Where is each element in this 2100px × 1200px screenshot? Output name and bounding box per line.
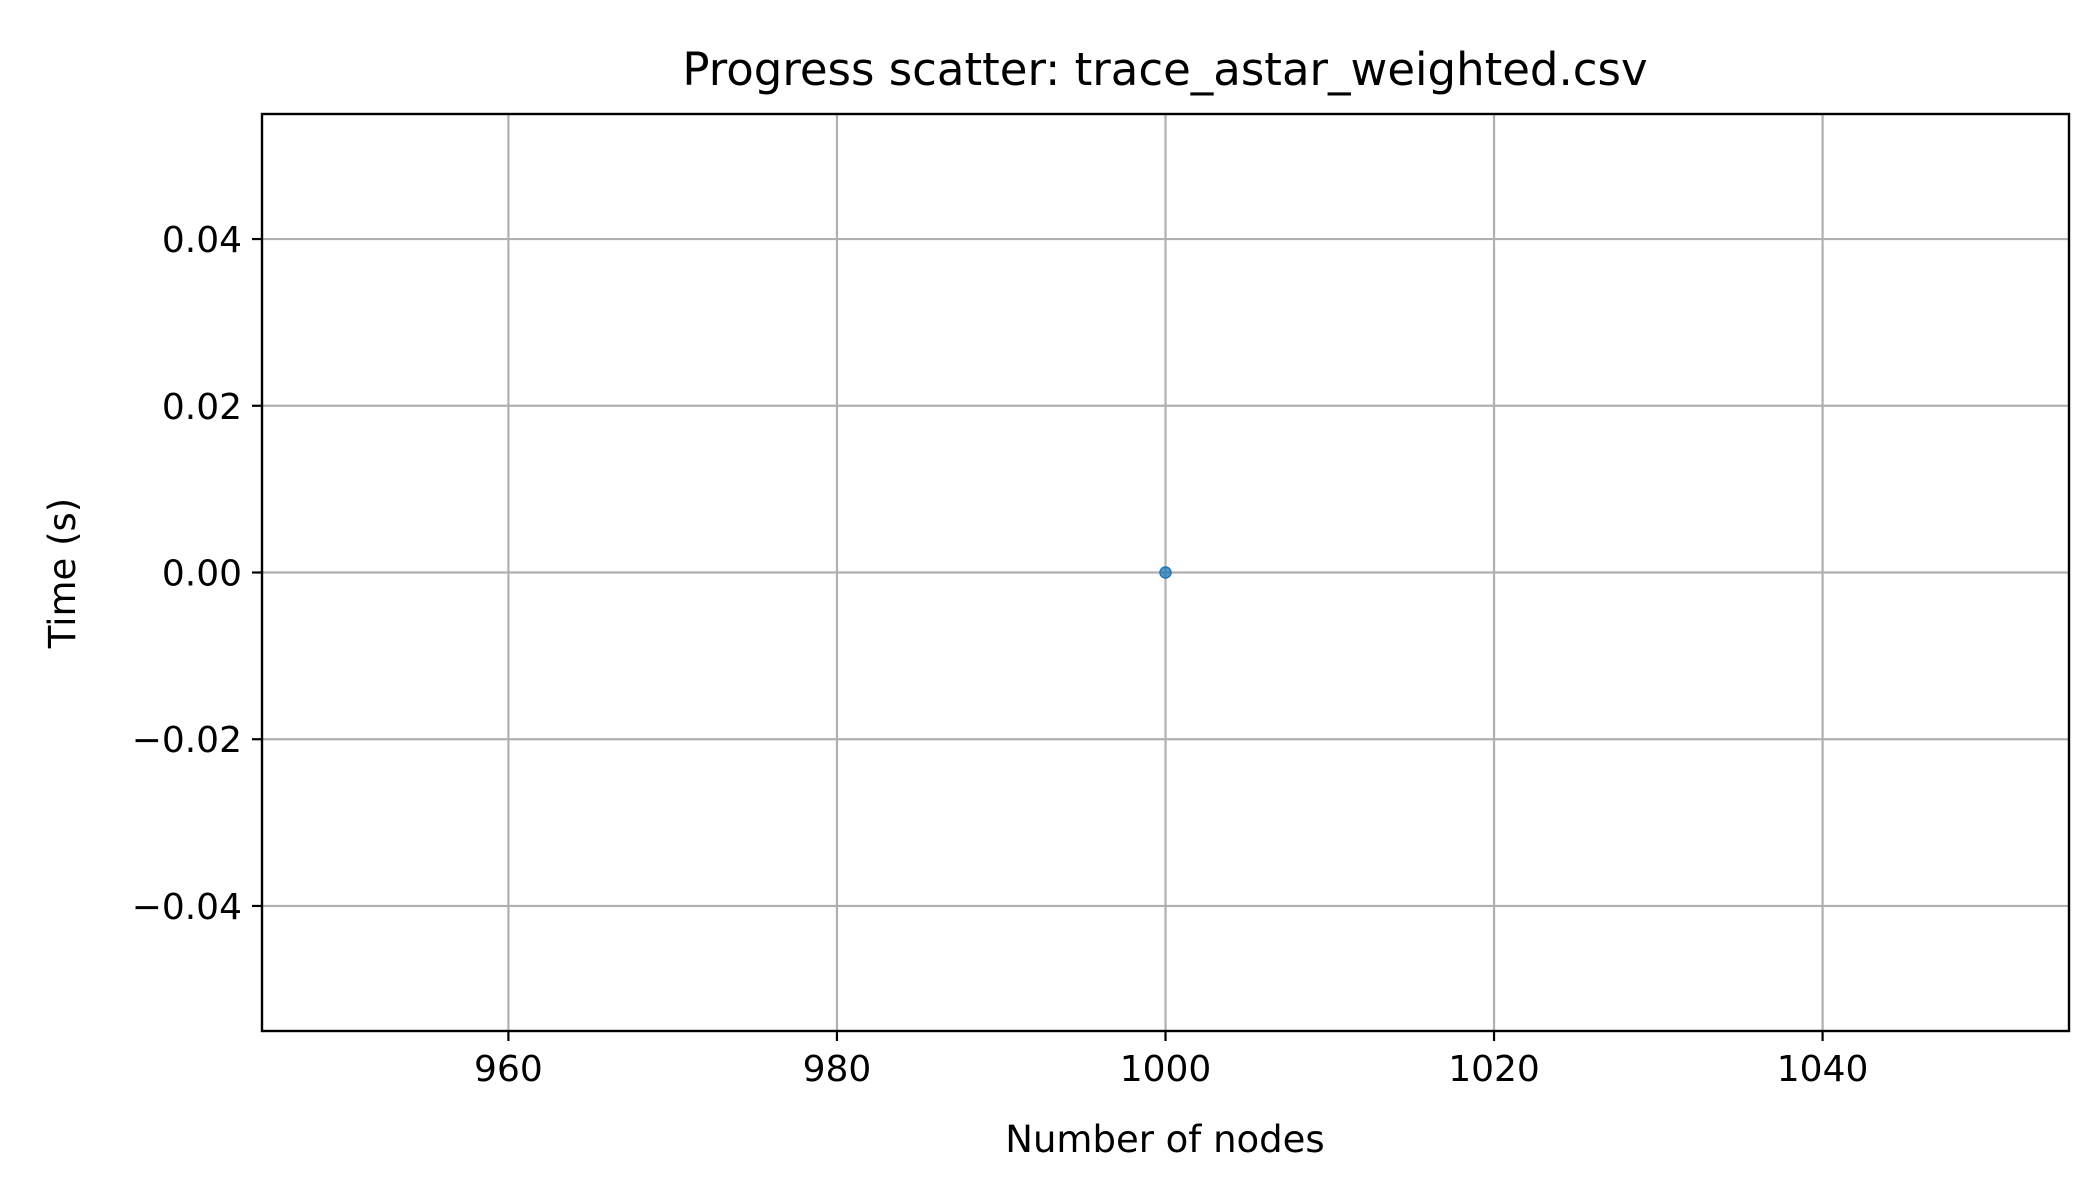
x-axis-label: Number of nodes — [1005, 1118, 1324, 1161]
y-tick-label: 0.02 — [162, 387, 242, 428]
y-tick-label: 0.04 — [162, 220, 242, 261]
x-tick-label: 1020 — [1448, 1049, 1540, 1090]
data-point — [1159, 566, 1172, 579]
x-tick-label: 1040 — [1777, 1049, 1869, 1090]
y-axis-label: Time (s) — [41, 498, 84, 649]
x-tick-label: 1000 — [1120, 1049, 1212, 1090]
x-tick-label: 960 — [474, 1049, 543, 1090]
y-tick-label: −0.02 — [132, 720, 242, 761]
axis-ticks: 960 980 1000 1020 1040 −0.04 −0.02 0.00 0.02 0.04 — [132, 220, 1869, 1090]
y-tick-label: 0.00 — [162, 554, 242, 595]
x-tick-label: 980 — [803, 1049, 872, 1090]
grid-lines — [262, 114, 2069, 1031]
data-points — [1159, 566, 1172, 579]
chart-title: Progress scatter: trace_astar_weighted.c… — [682, 43, 1647, 96]
y-tick-label: −0.04 — [132, 887, 242, 928]
